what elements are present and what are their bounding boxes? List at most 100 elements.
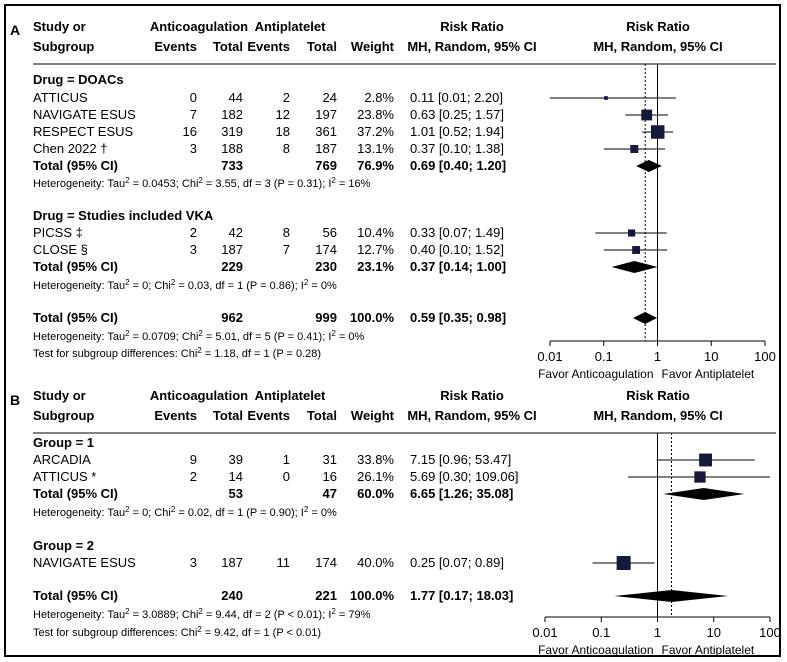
point-estimate-square — [699, 453, 712, 467]
study-name: RESPECT ESUS — [33, 124, 134, 139]
het-text-part: = 9.44, df = 2 (P < 0.01); I — [203, 609, 332, 621]
events-antiplatelet: 8 — [283, 225, 290, 240]
total-antiplatelet: 24 — [323, 90, 337, 105]
total-antiplatelet: 174 — [315, 555, 337, 570]
events-antiplatelet: 8 — [283, 141, 290, 156]
total-n-anticoagulation: 733 — [221, 158, 243, 173]
x-tick-label: 1 — [654, 349, 661, 364]
header-group2: Antiplatelet — [255, 388, 326, 403]
header-risk-ratio: Risk Ratio — [440, 19, 504, 34]
het-text-part: = 0.02, df = 1 (P = 0.90); I — [175, 507, 304, 519]
superscript-two: 2 — [304, 505, 309, 514]
superscript-two: 2 — [125, 505, 130, 514]
superscript-two: 2 — [197, 346, 202, 355]
study-name: CLOSE § — [33, 242, 88, 257]
header-study-or: Study or — [33, 388, 86, 403]
total-label: Total (95% CI) — [33, 486, 118, 501]
x-tick-label: 100 — [759, 625, 781, 640]
events-antiplatelet: 12 — [276, 107, 290, 122]
subgroup-heterogeneity: Heterogeneity: Tau2 = 0.0453; Chi2 = 3.5… — [33, 176, 371, 191]
point-estimate-square — [616, 556, 631, 570]
header-risk-ratio: Risk Ratio — [440, 388, 504, 403]
subgroup-diamond — [611, 261, 658, 273]
total-label: Total (95% CI) — [33, 310, 118, 325]
total-weight: 23.1% — [357, 259, 394, 274]
het-text-part: Heterogeneity: Tau — [33, 280, 125, 292]
superscript-two: 2 — [125, 176, 130, 185]
total-ci-text: 1.77 [0.17; 18.03] — [410, 588, 513, 603]
total-weight: 100.0% — [350, 588, 395, 603]
het-text-part: = 0; Chi — [130, 507, 171, 519]
events-anticoagulation: 9 — [190, 452, 197, 467]
subgroup-differences-test: Test for subgroup differences: Chi2 = 9.… — [33, 625, 321, 640]
study-weight: 33.8% — [357, 452, 394, 467]
point-estimate-square — [604, 96, 608, 100]
total-weight: 60.0% — [357, 486, 394, 501]
point-estimate-square — [641, 109, 653, 121]
superscript-two: 2 — [171, 505, 176, 514]
study-name: PICSS ‡ — [33, 225, 83, 240]
events-antiplatelet: 7 — [283, 242, 290, 257]
subgroup-label: Group = 2 — [33, 538, 94, 553]
study-ci-text: 0.33 [0.07; 1.49] — [410, 225, 504, 240]
het-text-part: = 0% — [308, 280, 337, 292]
superscript-two: 2 — [331, 607, 336, 616]
superscript-two: 2 — [197, 625, 202, 634]
study-name: ATTICUS * — [33, 469, 96, 484]
study-weight: 26.1% — [357, 469, 394, 484]
het-text-part: Test for subgroup differences: Chi — [33, 627, 197, 639]
figure-frame — [4, 4, 781, 657]
superscript-two: 2 — [198, 607, 203, 616]
superscript-two: 2 — [304, 278, 309, 287]
het-text-part: = 1.18, df = 1 (P = 0.28) — [202, 348, 321, 360]
het-text-part: Heterogeneity: Tau — [33, 178, 125, 190]
point-estimate-square — [694, 471, 706, 483]
superscript-two: 2 — [125, 278, 130, 287]
study-weight: 12.7% — [357, 242, 394, 257]
study-name: NAVIGATE ESUS — [33, 107, 136, 122]
subgroup-label: Drug = Studies included VKA — [33, 208, 214, 223]
study-ci-text: 5.69 [0.30; 109.06] — [410, 469, 518, 484]
het-text-part: = 3.55, df = 3 (P = 0.31); I — [203, 178, 332, 190]
header-mh-random: MH, Random, 95% CI — [407, 408, 536, 423]
total-n-anticoagulation: 229 — [221, 259, 243, 274]
total-anticoagulation: 187 — [221, 242, 243, 257]
header-subgroup: Subgroup — [33, 408, 94, 423]
header-plot-risk-ratio: Risk Ratio — [626, 19, 690, 34]
het-text-part: = 16% — [336, 178, 371, 190]
study-name: NAVIGATE ESUS — [33, 555, 136, 570]
subgroup-label: Group = 1 — [33, 435, 94, 450]
study-ci-text: 1.01 [0.52; 1.94] — [410, 124, 504, 139]
x-tick-label: 0.01 — [532, 625, 557, 640]
total-antiplatelet: 197 — [315, 107, 337, 122]
events-antiplatelet: 11 — [277, 555, 291, 570]
overall-heterogeneity: Heterogeneity: Tau2 = 3.0889; Chi2 = 9.4… — [33, 607, 371, 622]
favor-left-label: Favor Anticoagulation — [538, 643, 653, 657]
total-antiplatelet: 174 — [315, 242, 337, 257]
het-text-part: = 0.0709; Chi — [130, 331, 199, 343]
header-group1: Anticoagulation — [150, 19, 248, 34]
point-estimate-square — [632, 246, 641, 254]
header-total-1: Total — [213, 39, 243, 54]
favor-left-label: Favor Anticoagulation — [538, 367, 653, 381]
study-ci-text: 0.40 [0.10; 1.52] — [410, 242, 504, 257]
panel-letter: A — [10, 22, 20, 38]
study-weight: 37.2% — [357, 124, 394, 139]
total-anticoagulation: 42 — [229, 225, 243, 240]
total-antiplatelet: 361 — [315, 124, 337, 139]
point-estimate-square — [650, 125, 665, 139]
x-tick-label: 10 — [707, 625, 721, 640]
het-text-part: = 79% — [336, 609, 371, 621]
header-plot-mh-random: MH, Random, 95% CI — [593, 408, 722, 423]
header-events-1: Events — [154, 39, 197, 54]
total-n-antiplatelet: 221 — [315, 588, 337, 603]
total-n-antiplatelet: 230 — [315, 259, 337, 274]
total-label: Total (95% CI) — [33, 158, 118, 173]
overall-diamond — [614, 590, 729, 602]
header-events-2: Events — [247, 408, 290, 423]
superscript-two: 2 — [125, 329, 130, 338]
total-anticoagulation: 44 — [229, 90, 243, 105]
total-ci-text: 0.69 [0.40; 1.20] — [410, 158, 506, 173]
total-n-anticoagulation: 962 — [221, 310, 243, 325]
